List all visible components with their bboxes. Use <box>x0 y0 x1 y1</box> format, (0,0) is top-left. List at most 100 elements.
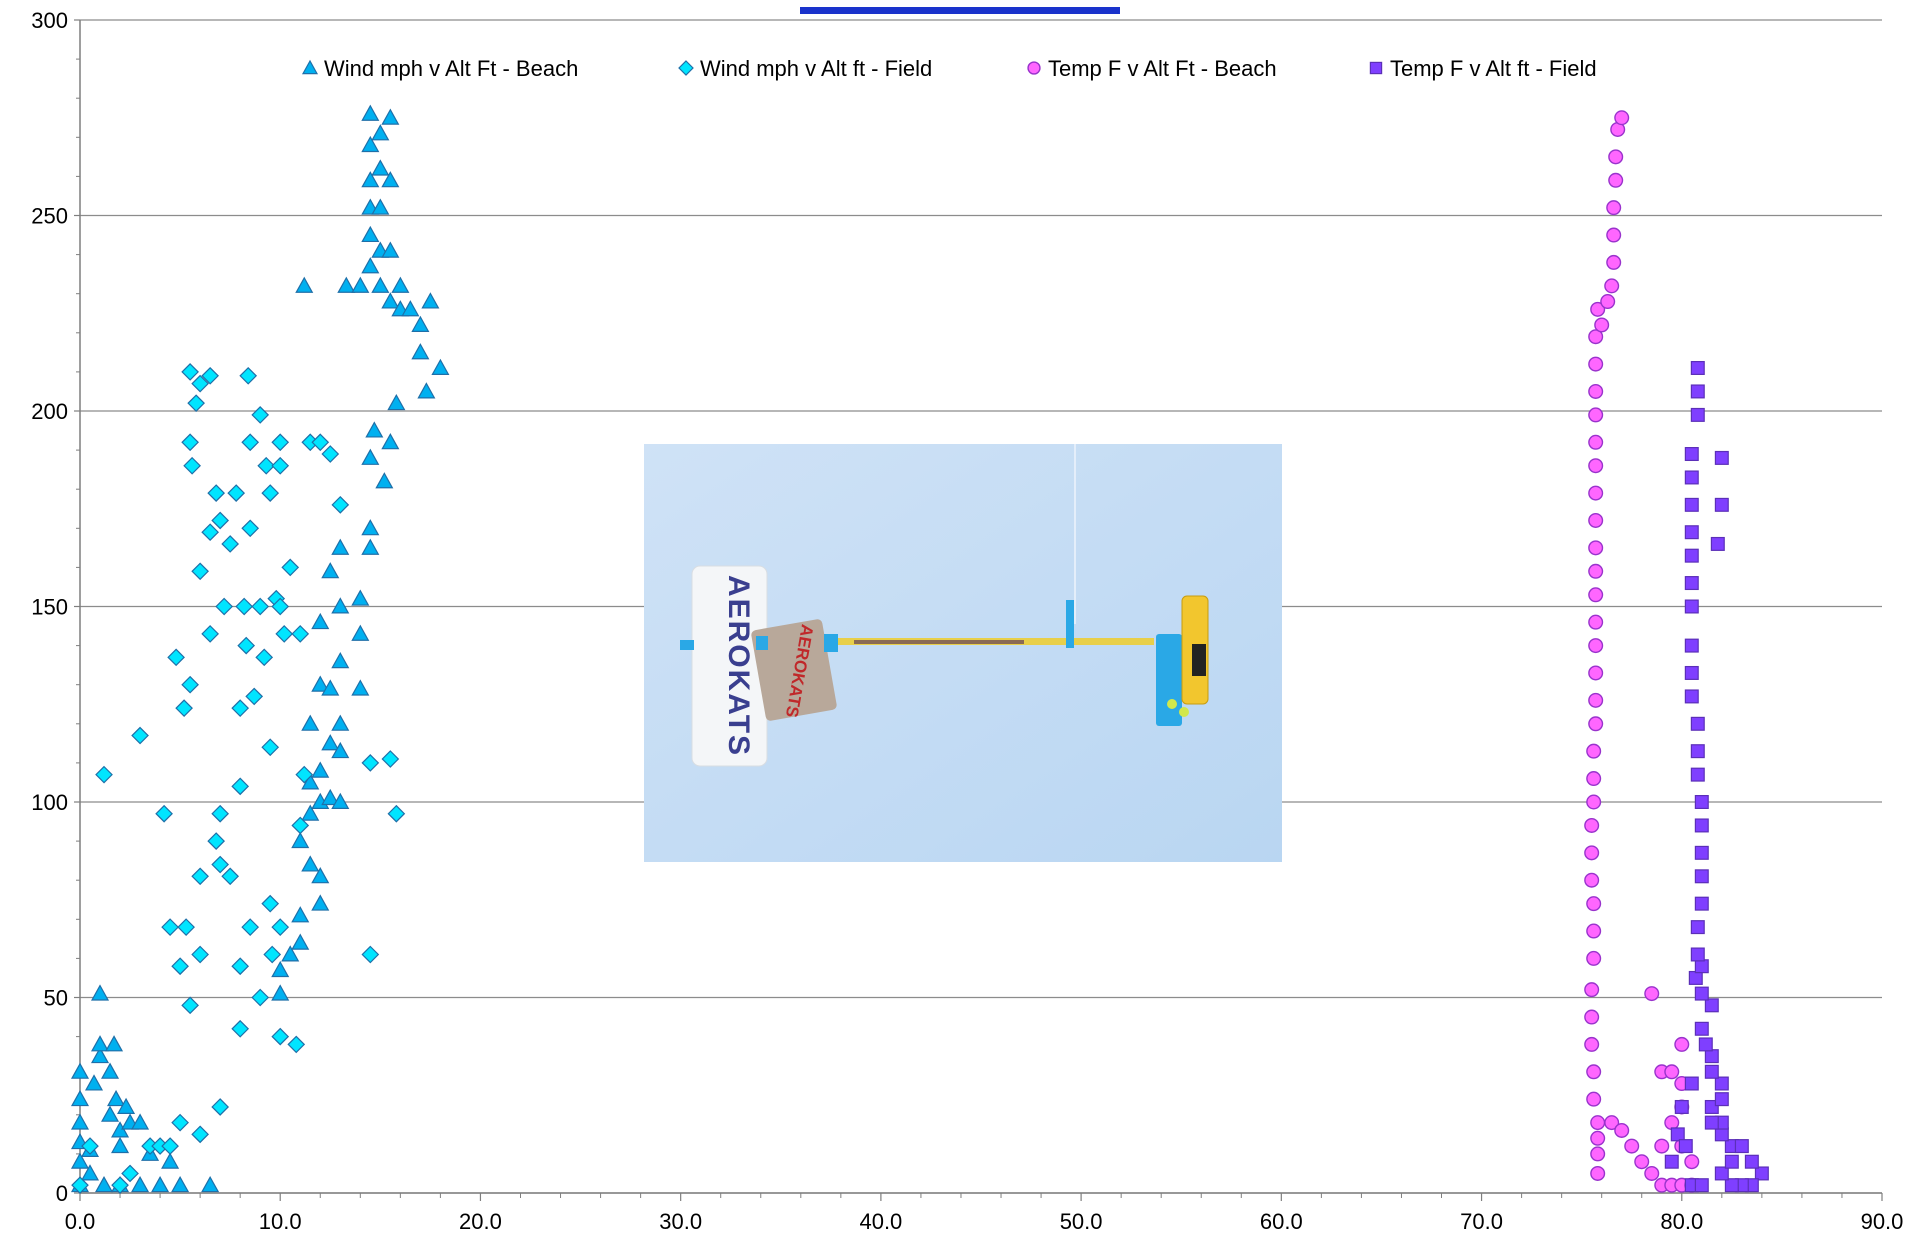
data-point <box>337 276 356 293</box>
data-point <box>1714 497 1729 512</box>
data-point <box>301 855 320 872</box>
data-point <box>1606 227 1622 243</box>
data-point <box>271 960 290 978</box>
data-point <box>331 652 350 669</box>
data-point <box>1590 301 1606 317</box>
data-point <box>121 1164 139 1183</box>
x-tick-label: 50.0 <box>1060 1209 1103 1234</box>
data-point <box>1588 692 1604 708</box>
data-point <box>1588 407 1604 423</box>
data-point <box>207 484 225 502</box>
data-point <box>1674 1099 1689 1114</box>
data-point <box>239 366 258 385</box>
data-point <box>167 648 185 667</box>
data-point <box>80 1164 100 1181</box>
data-point <box>1684 665 1699 680</box>
data-point <box>101 1105 120 1122</box>
data-point <box>1704 1064 1719 1079</box>
data-point <box>1674 1036 1690 1052</box>
data-point <box>201 366 219 385</box>
y-tick-label: 0 <box>56 1181 68 1206</box>
data-point <box>361 225 380 243</box>
data-point <box>241 519 260 538</box>
data-point <box>261 484 280 502</box>
y-tick-label: 300 <box>31 8 68 33</box>
data-point <box>261 894 280 913</box>
data-point <box>381 171 400 188</box>
data-point <box>1644 986 1660 1002</box>
data-point <box>1694 986 1709 1001</box>
x-tick-label: 90.0 <box>1861 1209 1904 1234</box>
data-point <box>1678 1139 1693 1154</box>
x-tick-label: 40.0 <box>859 1209 902 1234</box>
data-point <box>201 625 219 643</box>
data-point <box>70 1152 90 1169</box>
data-point <box>1714 1076 1729 1091</box>
data-point <box>181 433 199 452</box>
data-point <box>1606 254 1622 270</box>
data-point <box>351 624 370 641</box>
data-point <box>231 777 250 796</box>
data-point <box>1634 1154 1650 1170</box>
data-point <box>1714 1127 1729 1142</box>
data-point <box>361 257 380 274</box>
data-point <box>375 472 394 489</box>
data-point <box>351 276 370 293</box>
data-point <box>1584 982 1600 998</box>
x-tick-label: 80.0 <box>1660 1209 1703 1234</box>
data-point <box>281 945 300 962</box>
data-point <box>387 804 406 823</box>
data-point <box>291 816 310 835</box>
data-point <box>381 292 400 309</box>
data-point <box>1684 599 1699 614</box>
x-tick-label: 60.0 <box>1260 1209 1303 1234</box>
legend-label: Wind mph v Alt ft - Field <box>700 56 932 81</box>
data-point <box>241 918 260 936</box>
data-point <box>1644 1165 1660 1181</box>
data-point <box>361 135 380 153</box>
data-point <box>1710 536 1725 551</box>
data-point <box>1694 794 1709 809</box>
data-point <box>1690 716 1705 731</box>
data-point <box>245 687 264 706</box>
data-point <box>191 867 209 886</box>
data-point <box>301 714 320 731</box>
data-point <box>211 855 230 874</box>
data-point <box>107 1089 126 1107</box>
data-point <box>1584 845 1600 861</box>
data-point <box>1588 512 1604 528</box>
data-point <box>221 867 240 886</box>
data-point <box>181 996 199 1015</box>
data-point <box>411 343 430 360</box>
x-tick-label: 30.0 <box>659 1209 702 1234</box>
data-point <box>1744 1154 1759 1169</box>
data-point <box>251 406 270 424</box>
data-point <box>381 750 400 768</box>
data-point <box>331 792 350 810</box>
data-point <box>251 988 270 1007</box>
data-point <box>1588 434 1604 450</box>
data-point <box>1684 447 1699 462</box>
data-point <box>1604 278 1620 294</box>
data-point <box>117 1097 136 1114</box>
data-point <box>271 918 290 936</box>
data-point <box>291 933 310 950</box>
data-point <box>381 241 400 258</box>
data-point <box>417 382 436 399</box>
data-point <box>1584 872 1600 888</box>
sensor-mount <box>1156 634 1182 726</box>
data-point <box>1590 1130 1606 1146</box>
data-point <box>1684 1076 1699 1091</box>
x-tick-label: 10.0 <box>259 1209 302 1234</box>
data-point <box>331 495 350 514</box>
data-point <box>1754 1166 1769 1181</box>
y-tick-label: 100 <box>31 790 68 815</box>
data-point <box>291 906 310 923</box>
data-point <box>84 1074 104 1091</box>
data-point <box>161 1137 179 1155</box>
data-point <box>231 699 250 718</box>
data-point <box>1586 1064 1602 1080</box>
data-point <box>177 918 195 936</box>
data-point <box>361 104 380 121</box>
